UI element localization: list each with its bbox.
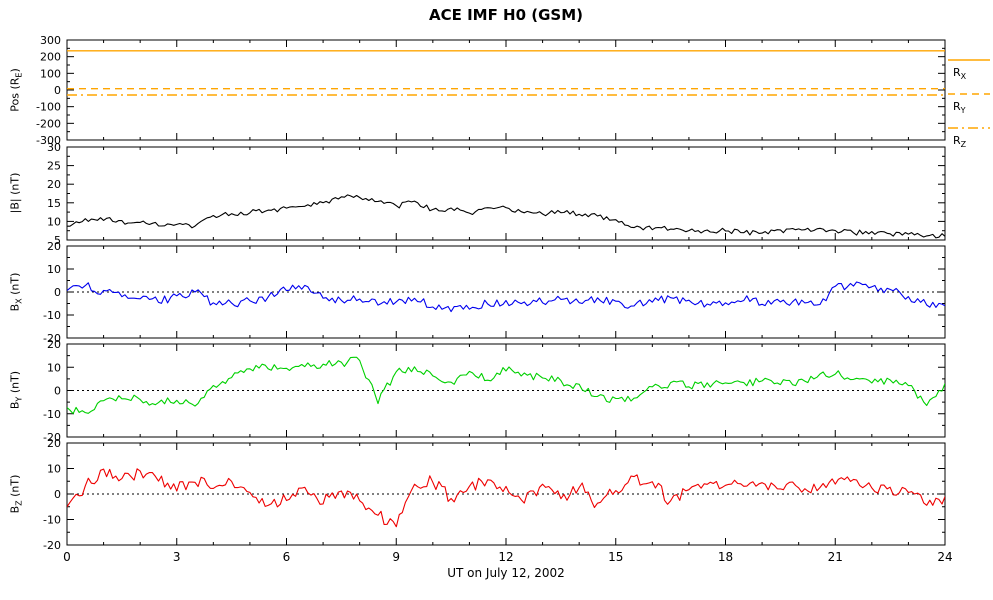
ylabel-bmag: |B| (nT) xyxy=(8,172,22,214)
xaxis-label: UT on July 12, 2002 xyxy=(447,566,565,580)
svg-text:0: 0 xyxy=(54,488,61,501)
legend-label-rz: RZ xyxy=(953,134,967,150)
svg-text:20: 20 xyxy=(47,240,61,253)
svg-text:200: 200 xyxy=(40,51,61,64)
svg-text:-10: -10 xyxy=(43,309,61,322)
ylabel-bx: BX (nT) xyxy=(8,272,24,312)
svg-text:3: 3 xyxy=(173,550,181,564)
svg-text:0: 0 xyxy=(54,84,61,97)
svg-text:100: 100 xyxy=(40,67,61,80)
ylabel-position: Pos (RE) xyxy=(8,68,24,112)
svg-text:-300: -300 xyxy=(36,134,61,147)
svg-text:15: 15 xyxy=(47,197,61,210)
svg-text:-10: -10 xyxy=(43,514,61,527)
svg-text:-20: -20 xyxy=(43,539,61,552)
ylabel-bz: BZ (nT) xyxy=(8,474,24,514)
svg-text:6: 6 xyxy=(283,550,291,564)
svg-text:-20: -20 xyxy=(43,332,61,345)
svg-text:5: 5 xyxy=(54,234,61,247)
svg-text:10: 10 xyxy=(47,263,61,276)
ylabel-by: BY (nT) xyxy=(8,370,24,410)
legend-label-ry: RY xyxy=(953,100,966,116)
svg-text:-20: -20 xyxy=(43,431,61,444)
svg-text:20: 20 xyxy=(47,178,61,191)
svg-text:30: 30 xyxy=(47,141,61,154)
svg-text:18: 18 xyxy=(718,550,733,564)
svg-text:10: 10 xyxy=(47,361,61,374)
svg-text:20: 20 xyxy=(47,437,61,450)
svg-text:20: 20 xyxy=(47,338,61,351)
svg-text:10: 10 xyxy=(47,215,61,228)
svg-text:15: 15 xyxy=(608,550,623,564)
svg-text:24: 24 xyxy=(937,550,952,564)
svg-text:10: 10 xyxy=(47,463,61,476)
svg-text:300: 300 xyxy=(40,34,61,47)
svg-text:9: 9 xyxy=(392,550,400,564)
svg-text:21: 21 xyxy=(828,550,843,564)
svg-text:0: 0 xyxy=(54,286,61,299)
svg-text:-10: -10 xyxy=(43,408,61,421)
svg-text:0: 0 xyxy=(54,385,61,398)
svg-text:25: 25 xyxy=(47,160,61,173)
svg-text:0: 0 xyxy=(63,550,71,564)
svg-text:12: 12 xyxy=(498,550,513,564)
legend-label-rx: RX xyxy=(953,66,967,82)
svg-text:-100: -100 xyxy=(36,101,61,114)
chart-title: ACE IMF H0 (GSM) xyxy=(428,6,584,24)
svg-text:-200: -200 xyxy=(36,117,61,130)
